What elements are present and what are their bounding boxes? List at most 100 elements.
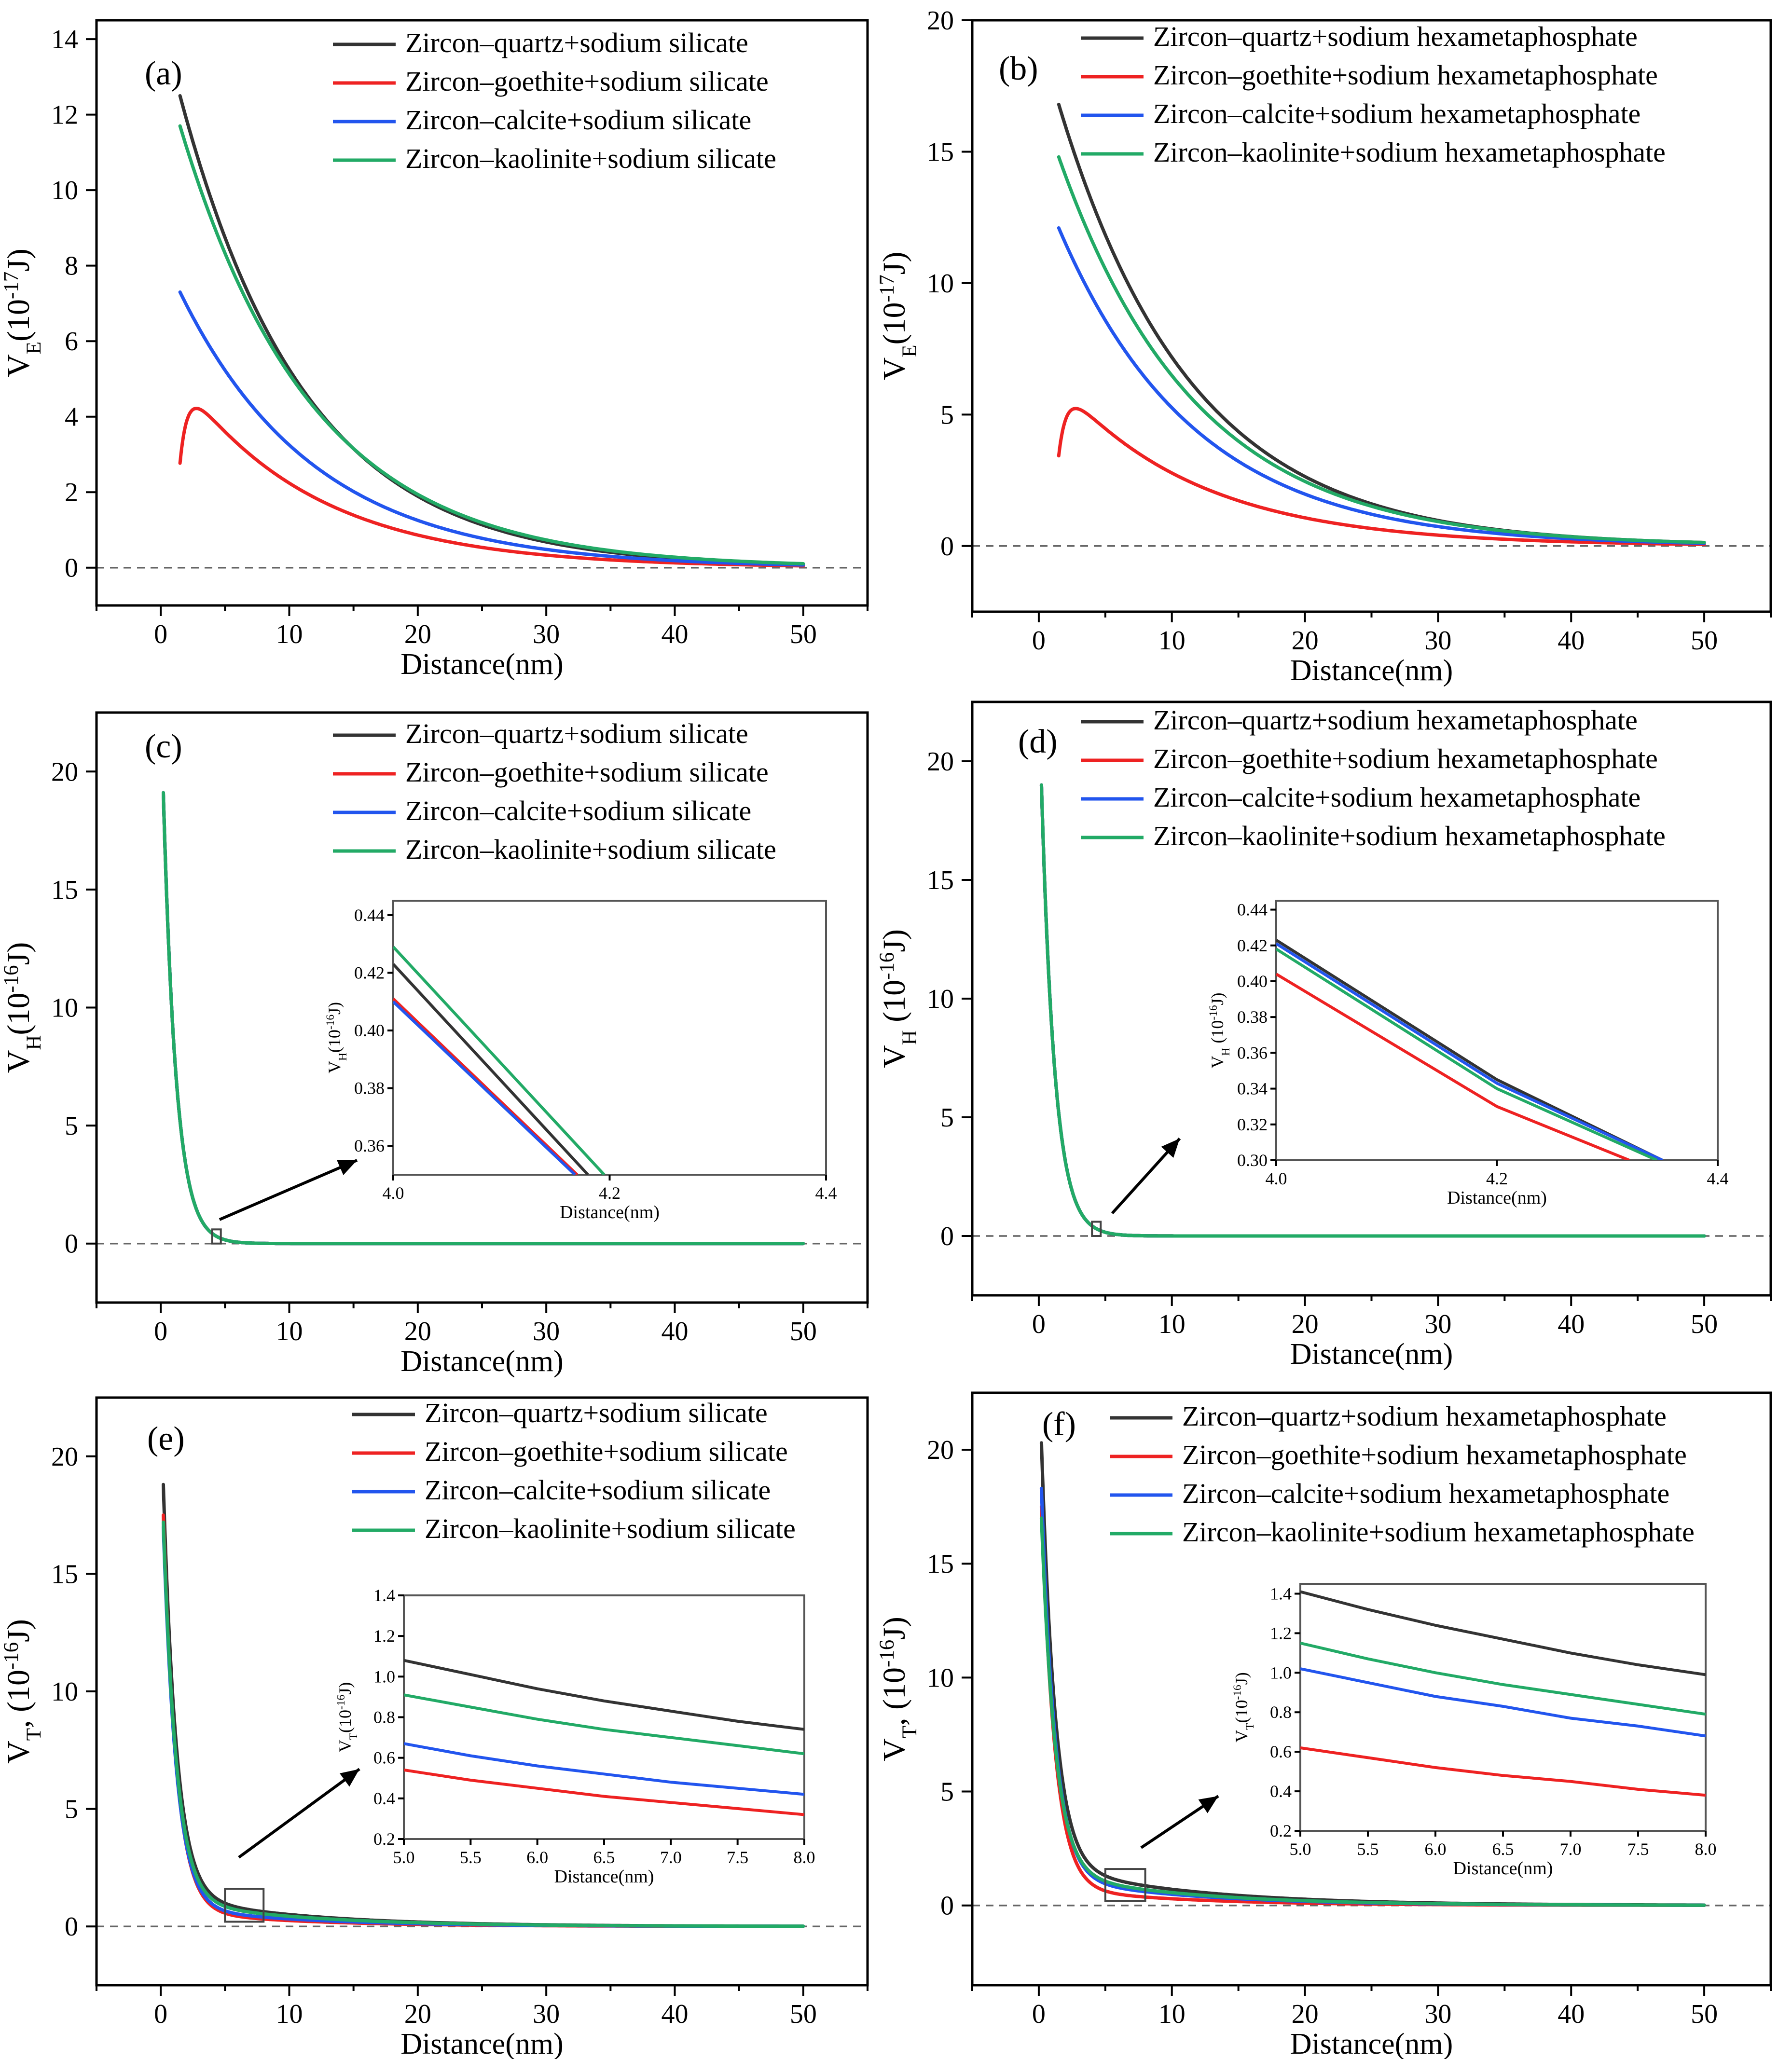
- inset-x-tick-label-e: 6.0: [526, 1848, 548, 1867]
- legend-entry-f-kaolinite: Zircon–kaolinite+sodium hexametaphosphat…: [1182, 1516, 1695, 1548]
- series-line-e-kaolinite: [162, 1520, 805, 1928]
- inset-line-d-kaolinite: [1276, 947, 1658, 1160]
- inset-line-c-kaolinite: [393, 946, 606, 1175]
- x-tick-label-d: 20: [1292, 1309, 1319, 1339]
- zoom-box-f: [1104, 1868, 1146, 1902]
- inset-y-tick-label-f: 0.2: [1270, 1821, 1292, 1840]
- x-axis-label-d: Distance(nm): [1290, 1338, 1453, 1371]
- series-line-d-kaolinite: [1039, 783, 1706, 1238]
- zoom-box-c: [211, 1228, 222, 1245]
- y-tick-label-c: 5: [65, 1111, 78, 1141]
- inset-x-tick-label-f: 7.5: [1627, 1839, 1649, 1859]
- inset-y-tick-label-d: 0.40: [1237, 972, 1268, 991]
- y-tick-label-c: 0: [65, 1229, 78, 1259]
- y-tick-label-a: 4: [65, 402, 78, 432]
- zoom-arrowhead-f: [1198, 1796, 1218, 1813]
- inset-line-f-calcite: [1300, 1667, 1706, 1738]
- inset-e: 5.0 5.5 6.0 6.5 7.0 7.5 8.0 0.2 0.4 0.6 0.8 1.0 1.2 1…: [335, 1586, 815, 1887]
- y-tick-label-d: 20: [927, 747, 954, 777]
- series-line-a-calcite: [178, 290, 805, 567]
- panel-label-f: (f): [1042, 1406, 1076, 1443]
- y-axis-label-c: VH(10-16J): [0, 942, 45, 1073]
- x-tick-label-d: 40: [1558, 1309, 1585, 1339]
- x-tick-label-a: 40: [662, 619, 689, 649]
- zoom-arrowhead-e: [339, 1769, 359, 1787]
- inset-x-tick-label-f: 5.0: [1290, 1839, 1311, 1859]
- inset-c: 4.0 4.2 4.4 0.36 0.38 0.40 0.42 0.44 Distance(nm…: [324, 900, 837, 1222]
- inset-x-tick-label-f: 6.0: [1425, 1839, 1447, 1859]
- x-tick-label-e: 10: [276, 1999, 303, 2029]
- y-tick-label-a: 10: [51, 176, 78, 206]
- panel-label-e: (e): [147, 1420, 185, 1457]
- inset-y-tick-label-d: 0.30: [1237, 1151, 1268, 1170]
- y-tick-label-d: 10: [927, 984, 954, 1014]
- inset-y-tick-label-f: 0.4: [1270, 1782, 1292, 1801]
- zoom-arrow-c: [219, 1159, 358, 1221]
- inset-y-tick-label-d: 0.36: [1237, 1043, 1268, 1062]
- inset-x-tick-label-f: 5.5: [1357, 1839, 1379, 1859]
- legend-entry-e-kaolinite: Zircon–kaolinite+sodium silicate: [425, 1513, 796, 1544]
- series-line-b-quartz: [1057, 102, 1706, 545]
- inset-line-d-goethite: [1276, 973, 1630, 1160]
- y-axis-label-a: VE(10-17J): [0, 248, 45, 377]
- x-axis-label-f: Distance(nm): [1290, 2028, 1453, 2059]
- x-tick-label-a: 30: [533, 619, 560, 649]
- x-tick-label-d: 0: [1032, 1309, 1046, 1339]
- x-axis-label-c: Distance(nm): [400, 1345, 563, 1378]
- inset-line-e-quartz: [404, 1659, 804, 1731]
- inset-y-tick-label-e: 1.2: [373, 1626, 395, 1646]
- inset-frame-d: [1275, 900, 1719, 1161]
- y-tick-label-a: 14: [51, 25, 78, 55]
- zoom-arrowhead-c: [337, 1160, 357, 1175]
- zoom-arrow-e: [238, 1768, 360, 1859]
- series-line-b-goethite: [1057, 407, 1706, 546]
- x-tick-label-e: 40: [662, 1999, 689, 2029]
- x-tick-label-e: 30: [533, 1999, 560, 2029]
- y-tick-label-b: 0: [940, 532, 954, 562]
- y-tick-label-a: 12: [51, 100, 78, 130]
- inset-x-tick-label-d: 4.2: [1486, 1169, 1508, 1188]
- x-tick-label-c: 20: [404, 1317, 431, 1346]
- legend-entry-b-quartz: Zircon–quartz+sodium hexametaphosphate: [1153, 21, 1638, 52]
- legend-entry-c-goethite: Zircon–goethite+sodium silicate: [405, 756, 769, 788]
- x-tick-label-a: 0: [154, 619, 167, 649]
- x-tick-label-e: 20: [404, 1999, 431, 2029]
- y-tick-label-c: 15: [51, 875, 78, 905]
- inset-y-tick-label-e: 0.4: [373, 1789, 395, 1808]
- x-tick-label-e: 50: [790, 1999, 817, 2029]
- y-tick-label-a: 8: [65, 251, 78, 281]
- inset-line-f-goethite: [1300, 1746, 1706, 1797]
- inset-y-tick-label-c: 0.44: [354, 906, 385, 925]
- legend-entry-f-calcite: Zircon–calcite+sodium hexametaphosphate: [1182, 1478, 1669, 1509]
- inset-y-tick-label-d: 0.38: [1237, 1007, 1268, 1027]
- y-tick-label-a: 0: [65, 553, 78, 583]
- inset-y-tick-label-f: 1.0: [1270, 1663, 1292, 1682]
- y-tick-label-c: 10: [51, 993, 78, 1023]
- inset-line-f-quartz: [1300, 1590, 1706, 1676]
- inset-frame-e: [403, 1594, 805, 1840]
- inset-y-tick-label-c: 0.36: [354, 1136, 385, 1155]
- legend-entry-e-calcite: Zircon–calcite+sodium silicate: [425, 1474, 771, 1506]
- legend-entry-b-kaolinite: Zircon–kaolinite+sodium hexametaphosphat…: [1153, 137, 1666, 168]
- x-tick-label-f: 20: [1292, 1999, 1319, 2029]
- x-axis-label-b: Distance(nm): [1290, 654, 1453, 687]
- y-tick-label-e: 20: [51, 1442, 78, 1472]
- x-tick-label-e: 0: [154, 1999, 167, 2029]
- x-tick-label-f: 0: [1032, 1999, 1046, 2029]
- y-tick-label-f: 5: [940, 1777, 954, 1807]
- legend-entry-c-kaolinite: Zircon–kaolinite+sodium silicate: [405, 834, 776, 865]
- inset-y-tick-label-d: 0.44: [1237, 900, 1268, 920]
- inset-y-tick-label-d: 0.42: [1237, 936, 1268, 955]
- y-tick-label-f: 20: [927, 1435, 954, 1465]
- inset-x-axis-label-c: Distance(nm): [560, 1202, 660, 1222]
- inset-y-tick-label-f: 0.6: [1270, 1742, 1292, 1761]
- inset-y-tick-label-c: 0.42: [354, 963, 385, 982]
- inset-y-tick-label-f: 1.2: [1270, 1623, 1292, 1643]
- inset-x-tick-label-c: 4.4: [815, 1183, 837, 1203]
- x-axis-label-e: Distance(nm): [400, 2028, 563, 2059]
- inset-line-e-calcite: [404, 1742, 804, 1796]
- legend-entry-d-kaolinite: Zircon–kaolinite+sodium hexametaphosphat…: [1153, 820, 1666, 851]
- y-tick-label-a: 6: [65, 327, 78, 357]
